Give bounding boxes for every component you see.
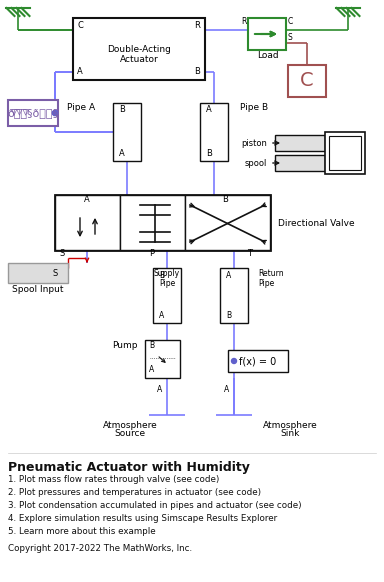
Bar [120, 195, 185, 250]
Text: spool: spool [245, 158, 267, 168]
Text: A: A [206, 105, 212, 115]
Text: Return: Return [258, 269, 284, 279]
Text: A: A [84, 194, 90, 204]
Text: C: C [288, 17, 293, 27]
Text: R: R [194, 20, 200, 30]
Text: Pipe: Pipe [159, 279, 175, 288]
Text: A: A [227, 271, 232, 279]
Bar [55, 195, 120, 250]
Text: P: P [149, 249, 155, 257]
Text: A: A [119, 148, 125, 158]
Circle shape [53, 111, 58, 115]
Text: f(x) = 0: f(x) = 0 [239, 356, 276, 366]
Text: ð§ð§: ð§ð§ [8, 108, 58, 118]
Text: B: B [206, 148, 212, 158]
Text: S: S [60, 249, 65, 257]
Text: 5. Learn more about this example: 5. Learn more about this example [8, 527, 156, 536]
Text: 3. Plot condensation accumulated in pipes and actuator (see code): 3. Plot condensation accumulated in pipe… [8, 501, 301, 510]
Bar [113, 103, 141, 161]
Bar [275, 155, 325, 171]
Bar [228, 350, 288, 372]
Text: Double-Acting: Double-Acting [107, 45, 171, 55]
Bar [73, 18, 205, 80]
Bar [185, 195, 270, 250]
Bar [8, 100, 58, 126]
Circle shape [53, 111, 58, 115]
Text: Load: Load [257, 51, 279, 59]
Text: Actuator: Actuator [120, 55, 158, 65]
Bar [288, 65, 326, 97]
Text: A: A [159, 311, 165, 320]
Bar [153, 268, 181, 323]
Text: B: B [159, 271, 165, 279]
Text: Pump: Pump [113, 340, 138, 350]
Text: R: R [242, 17, 247, 27]
Text: Spool Input: Spool Input [12, 285, 64, 293]
Text: Atmosphere: Atmosphere [263, 421, 317, 430]
Text: Supply: Supply [154, 269, 180, 279]
Bar [55, 195, 270, 250]
Text: A: A [224, 385, 229, 395]
Text: A: A [157, 385, 162, 395]
Text: 1. Plot mass flow rates through valve (see code): 1. Plot mass flow rates through valve (s… [8, 475, 219, 484]
Bar [248, 18, 286, 50]
Text: 2. Plot pressures and temperatures in actuator (see code): 2. Plot pressures and temperatures in ac… [8, 488, 261, 497]
Text: B: B [149, 340, 155, 350]
Text: T: T [248, 249, 253, 257]
Text: B: B [227, 311, 232, 320]
Text: B: B [222, 194, 228, 204]
Text: S: S [288, 34, 293, 42]
Text: C: C [300, 72, 314, 90]
Text: Atmosphere: Atmosphere [103, 421, 157, 430]
Text: Copyright 2017-2022 The MathWorks, Inc.: Copyright 2017-2022 The MathWorks, Inc. [8, 544, 192, 553]
Bar [275, 135, 325, 151]
Text: Pipe A: Pipe A [67, 104, 95, 112]
Bar [145, 340, 180, 378]
Text: Pipe B: Pipe B [240, 104, 268, 112]
Text: B: B [119, 105, 125, 115]
Text: Pneumatic Actuator with Humidity: Pneumatic Actuator with Humidity [8, 461, 250, 474]
Bar [8, 263, 68, 283]
Bar [200, 103, 228, 161]
Text: C: C [77, 20, 83, 30]
Circle shape [232, 359, 237, 364]
Bar [220, 268, 248, 323]
Text: Directional Valve: Directional Valve [278, 218, 355, 228]
Text: ▿▿▿: ▿▿▿ [11, 107, 29, 119]
Bar [325, 132, 365, 174]
Text: B: B [194, 68, 200, 76]
Text: piston: piston [241, 139, 267, 147]
Text: A: A [77, 68, 83, 76]
Text: Pipe: Pipe [258, 279, 274, 288]
Text: S: S [52, 268, 58, 278]
Text: Sink: Sink [280, 430, 300, 438]
Text: 4. Explore simulation results using Simscape Results Explorer: 4. Explore simulation results using Sims… [8, 514, 277, 523]
Text: Source: Source [114, 430, 146, 438]
Text: A: A [149, 365, 155, 374]
Bar [329, 136, 361, 170]
